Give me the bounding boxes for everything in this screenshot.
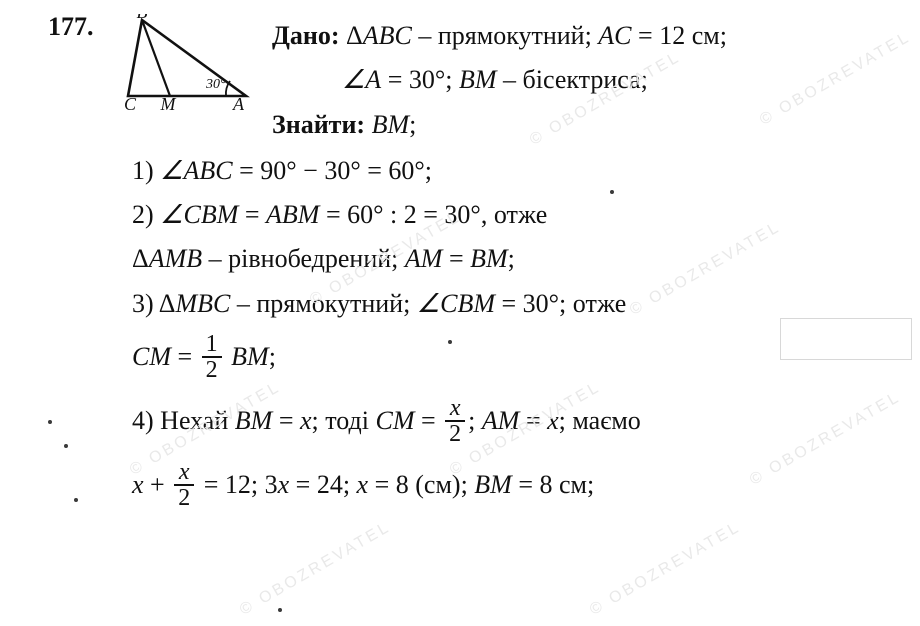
problem-number: 177. (48, 14, 104, 40)
vertex-b-label: B (137, 14, 148, 22)
fraction-x-over-2-b: x 2 (174, 460, 194, 510)
watermark: © OBOZREVATEL (587, 518, 744, 619)
step-3-line-1: 3) ΔMBC – прямокутний; ∠CBM = 30°; отже (132, 284, 892, 324)
noise-dot (48, 420, 52, 424)
noise-dot (278, 608, 282, 612)
step-1: 1) ∠ABC = 90° − 30° = 60°; (132, 151, 892, 191)
given-line-1: Дано: ΔABC – прямокутний; AC = 12 см; (272, 16, 727, 56)
given-line-2: ∠A = 30°; BM – бісектриса; (272, 60, 727, 100)
noise-dot (74, 498, 78, 502)
step-2-line-1: 2) ∠CBM = ABM = 60° : 2 = 30°, отже (132, 195, 892, 235)
ghost-rect (780, 318, 912, 360)
step-4-line-1: 4) Нехай BM = x; тоді CM = x 2 ; AM = x;… (132, 398, 892, 448)
given-block: Дано: ΔABC – прямокутний; AC = 12 см; ∠A… (272, 14, 727, 149)
vertex-a-label: A (232, 94, 245, 110)
vertex-m-label: M (160, 94, 177, 110)
watermark: © OBOZREVATEL (237, 518, 394, 619)
header-row: 177. B C M A 30° Дано: ΔABC – прямокутни… (48, 14, 892, 149)
step-4-equation: x + x 2 = 12; 3x = 24; x = 8 (см); BM = … (132, 462, 892, 512)
page: 177. B C M A 30° Дано: ΔABC – прямокутни… (0, 0, 920, 626)
noise-dot (64, 444, 68, 448)
noise-dot (448, 340, 452, 344)
angle-30-label: 30° (205, 77, 226, 92)
fraction-x-over-2-a: x 2 (445, 396, 465, 446)
noise-dot (610, 190, 614, 194)
find-line: Знайти: BM; (272, 105, 727, 145)
step-2-line-2: ΔAMB – рівнобедрений; AM = BM; (132, 239, 892, 279)
triangle-diagram: B C M A 30° (118, 14, 258, 110)
step-3-frac: CM = 1 2 BM; (132, 334, 892, 384)
given-label: Дано: (272, 21, 340, 50)
fraction-half: 1 2 (202, 332, 222, 382)
find-label: Знайти: (272, 110, 365, 139)
vertex-c-label: C (124, 94, 137, 110)
